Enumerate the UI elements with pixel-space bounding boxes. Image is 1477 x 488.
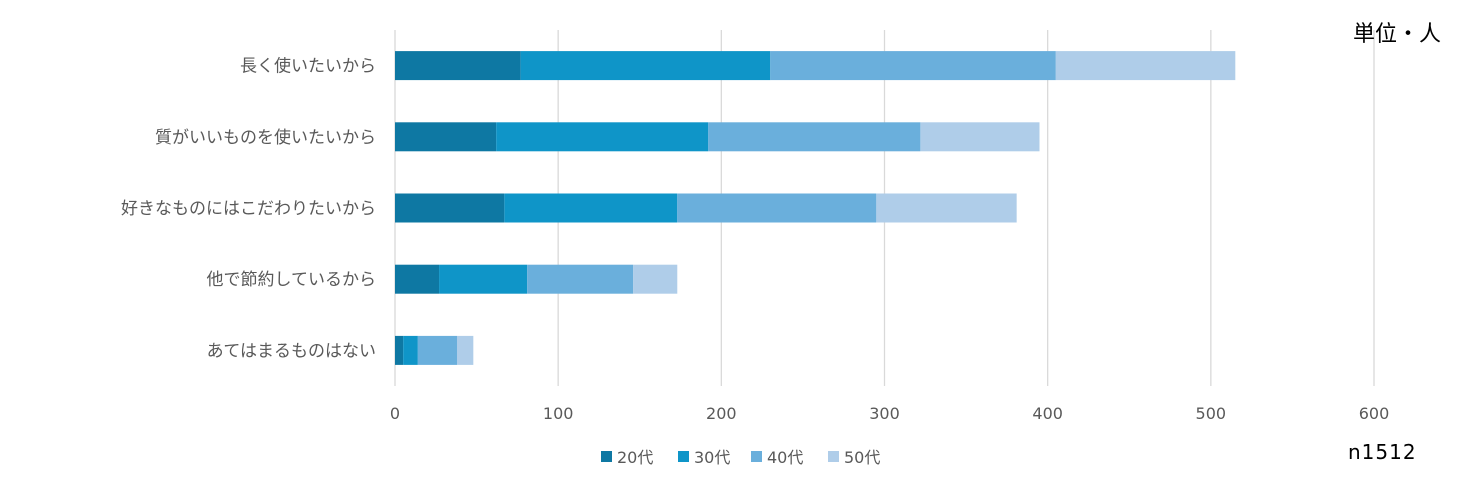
bar-segment [527,264,634,294]
bar-segment [395,335,404,365]
bars [395,51,1236,365]
x-tick-label: 600 [1359,404,1390,423]
bar-segment [439,264,528,294]
bar-segment [633,264,678,294]
legend-label: 40代 [767,448,803,467]
bar-segment [920,122,1040,152]
bar-segment [708,122,921,152]
bar-segment [395,51,521,81]
category-label: 好きなものにはこだわりたいから [121,199,376,219]
category-labels: 長く使いたいから質がいいものを使いたいから好きなものにはこだわりたいから他で節約… [121,56,376,362]
x-tick-label: 200 [706,404,737,423]
x-tick-labels: 0 100 200 300 400 500 600 [390,404,1389,423]
legend-swatch [678,451,689,462]
unit-label: 単位・人 [1352,22,1441,47]
bar-segment [677,193,877,223]
x-tick-label: 100 [543,404,574,423]
legend-label: 30代 [694,448,730,467]
category-label: 質がいいものを使いたいから [155,127,376,148]
x-tick-label: 400 [1032,404,1063,423]
category-label: 他で節約しているから [207,270,377,290]
bar-segment [876,193,1017,223]
bar-segment [770,51,1056,81]
legend: 20代 30代 40代 50代 [601,448,880,467]
legend-label: 20代 [617,448,653,467]
bar-segment [403,335,418,365]
bar-segment [504,193,678,223]
legend-label: 50代 [844,448,880,467]
x-tick-label: 500 [1196,404,1227,423]
bar-segment [1055,51,1236,81]
bar-segment [417,335,458,365]
category-label: 長く使いたいから [240,56,376,77]
legend-swatch [828,451,839,462]
legend-swatch [751,451,762,462]
category-label: あてはまるものはない [207,341,376,361]
bar-segment [395,122,497,152]
x-tick-label: 300 [869,404,900,423]
bar-segment [520,51,771,81]
bar-segment [457,335,474,365]
bar-segment [496,122,709,152]
sample-size-label: n1512 [1348,440,1417,464]
legend-swatch [601,451,612,462]
bar-segment [395,193,505,223]
x-tick-label: 0 [390,404,400,423]
bar-segment [395,264,440,294]
